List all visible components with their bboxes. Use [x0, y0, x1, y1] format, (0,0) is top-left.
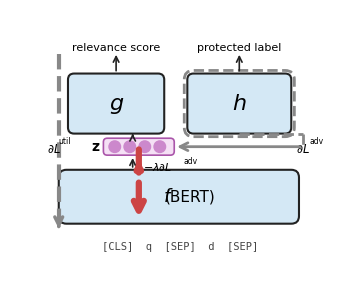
- Text: [CLS]  q  [SEP]  d  [SEP]: [CLS] q [SEP] d [SEP]: [101, 242, 258, 252]
- Circle shape: [124, 141, 136, 152]
- Text: $\partial L$: $\partial L$: [296, 142, 310, 156]
- Text: relevance score: relevance score: [72, 43, 160, 53]
- FancyBboxPatch shape: [103, 138, 174, 155]
- Text: $\partial L$: $\partial L$: [47, 142, 61, 156]
- Text: adv: adv: [310, 137, 324, 146]
- Text: adv: adv: [183, 157, 197, 166]
- Text: z: z: [92, 140, 100, 154]
- Circle shape: [154, 141, 165, 152]
- Text: f: f: [164, 188, 170, 206]
- Text: protected label: protected label: [197, 43, 282, 53]
- Text: util: util: [59, 137, 71, 146]
- FancyBboxPatch shape: [187, 74, 291, 134]
- FancyBboxPatch shape: [68, 74, 164, 134]
- Text: (BERT): (BERT): [165, 189, 216, 204]
- Text: g: g: [109, 93, 123, 114]
- Circle shape: [139, 141, 151, 152]
- FancyBboxPatch shape: [59, 170, 299, 224]
- Circle shape: [109, 141, 120, 152]
- Text: $-\lambda\partial L$: $-\lambda\partial L$: [144, 161, 172, 173]
- Text: h: h: [232, 93, 246, 114]
